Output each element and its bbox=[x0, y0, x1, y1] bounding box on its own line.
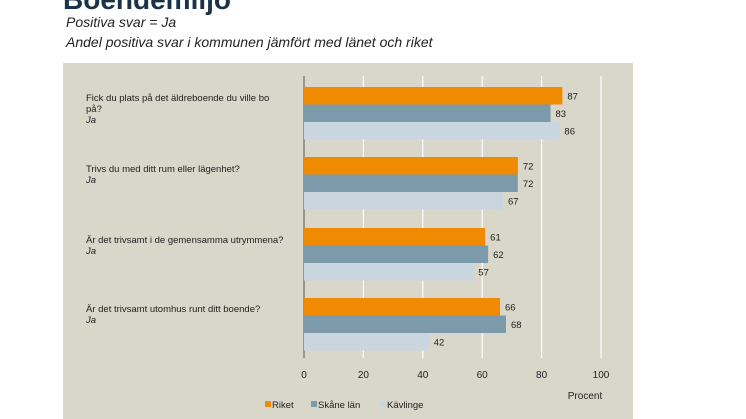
answer-text-3: Ja bbox=[86, 246, 97, 257]
bar-2-skåne-län bbox=[304, 174, 518, 192]
question-text-2: Trivs du med ditt rum eller lägenhet? bbox=[86, 164, 240, 175]
bar-3-kävlinge bbox=[304, 263, 474, 281]
value-label-2-2: 72 bbox=[523, 179, 534, 190]
x-axis: 0 20 40 60 80 100 Procent bbox=[301, 370, 610, 402]
value-label-3-3: 57 bbox=[478, 267, 489, 278]
answer-text-2: Ja bbox=[86, 175, 97, 186]
question-label-4: Är det trivsamt utomhus runt ditt boende… bbox=[86, 304, 286, 326]
bars bbox=[304, 87, 563, 351]
value-label-2-3: 67 bbox=[508, 196, 519, 207]
page-title: Boendemiljö bbox=[63, 0, 231, 14]
question-text-1: Fick du plats på det äldreboende du vill… bbox=[86, 93, 270, 115]
x-tick-label-100: 100 bbox=[593, 370, 610, 381]
value-label-3-2: 62 bbox=[493, 250, 504, 261]
question-label-1: Fick du plats på det äldreboende du vill… bbox=[86, 93, 286, 126]
bar-4-kävlinge bbox=[304, 333, 429, 351]
legend-label-2: Skåne län bbox=[318, 400, 360, 411]
legend-label-3: Kävlinge bbox=[387, 400, 423, 411]
bar-4-riket bbox=[304, 298, 501, 316]
value-label-4-2: 68 bbox=[511, 320, 522, 331]
legend-swatch-2 bbox=[311, 401, 317, 407]
value-label-2-1: 72 bbox=[523, 161, 534, 172]
legend: Riket Skåne län Kävlinge bbox=[265, 400, 423, 411]
bar-1-kävlinge bbox=[304, 122, 560, 140]
value-label-1-2: 83 bbox=[556, 109, 567, 120]
bar-4-skåne-län bbox=[304, 315, 506, 333]
x-tick-label-40: 40 bbox=[417, 370, 429, 381]
bar-3-riket bbox=[304, 228, 486, 246]
legend-swatch-3 bbox=[380, 401, 386, 407]
bar-1-skåne-län bbox=[304, 104, 551, 122]
subtitle-positive-definition: Positiva svar = Ja bbox=[66, 14, 177, 30]
question-text-4: Är det trivsamt utomhus runt ditt boende… bbox=[86, 304, 261, 315]
bar-2-kävlinge bbox=[304, 192, 503, 210]
question-label-3: Är det trivsamt i de gemensamma utrymmen… bbox=[86, 235, 286, 257]
value-label-1-3: 86 bbox=[564, 126, 575, 137]
bar-3-skåne-län bbox=[304, 245, 489, 263]
answer-text-4: Ja bbox=[86, 315, 97, 326]
x-tick-label-60: 60 bbox=[477, 370, 489, 381]
bar-2-riket bbox=[304, 157, 518, 175]
value-label-4-3: 42 bbox=[434, 337, 445, 348]
value-label-4-1: 66 bbox=[505, 302, 516, 313]
x-tick-label-80: 80 bbox=[536, 370, 548, 381]
question-text-3: Är det trivsamt i de gemensamma utrymmen… bbox=[86, 235, 284, 246]
x-axis-title: Procent bbox=[568, 391, 603, 402]
answer-text-1: Ja bbox=[86, 115, 97, 126]
x-tick-label-0: 0 bbox=[301, 370, 307, 381]
x-tick-label-20: 20 bbox=[358, 370, 370, 381]
value-label-1-1: 87 bbox=[567, 91, 578, 102]
subtitle-description: Andel positiva svar i kommunen jämfört m… bbox=[66, 34, 433, 50]
legend-swatch-1 bbox=[265, 401, 271, 407]
value-label-3-1: 61 bbox=[490, 232, 501, 243]
bar-1-riket bbox=[304, 87, 563, 105]
legend-label-1: Riket bbox=[272, 400, 294, 411]
question-label-2: Trivs du med ditt rum eller lägenhet? Ja bbox=[86, 164, 286, 186]
